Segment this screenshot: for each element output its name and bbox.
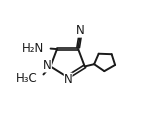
Text: N: N — [76, 24, 85, 37]
Text: N: N — [64, 73, 73, 86]
Text: H₃C: H₃C — [16, 72, 38, 85]
Text: N: N — [43, 59, 52, 72]
Text: H₂N: H₂N — [22, 42, 44, 55]
